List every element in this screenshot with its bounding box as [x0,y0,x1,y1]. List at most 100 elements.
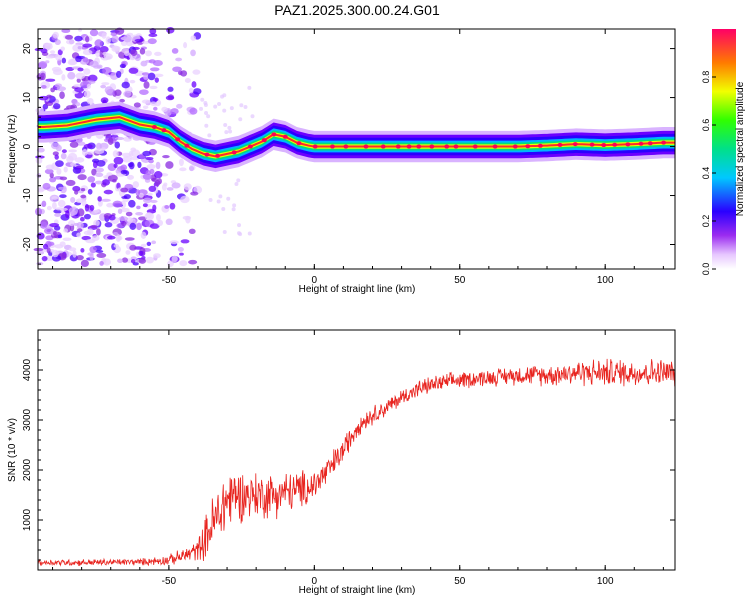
ridge-peak-dot [312,144,318,149]
ridge-peak-dot [512,144,518,149]
spectral-noise-blob [142,203,148,208]
ridge-peak-dot [161,128,167,133]
spectral-noise-blob [149,67,160,72]
spectral-noise-blob [96,252,107,258]
spectral-noise-blob [129,222,137,230]
x-tick-label: 0 [312,576,318,587]
ridge-peak-dot [444,144,450,149]
spectral-noise-blob [180,70,188,77]
spectral-noise-blob [63,228,69,233]
spectral-noise-blob [122,156,132,163]
spectral-noise-blob [145,50,152,57]
spectral-noise-blob [93,219,100,227]
spectral-noise-blob [200,97,205,102]
spectral-noise-blob [180,195,190,204]
spectral-noise-blob [49,223,60,228]
spectral-noise-blob [105,36,111,45]
spectral-noise-blob [73,222,80,226]
spectral-noise-blob [45,55,55,59]
spectral-noise-blob [149,27,157,35]
spectral-noise-blob [167,86,174,92]
spectral-noise-blob [104,222,113,228]
spectral-noise-blob [49,50,56,54]
spectral-noise-blob [229,106,234,111]
spectral-noise-blob [193,88,202,95]
spectral-noise-blob [135,211,144,216]
spectral-noise-blob [59,194,67,199]
spectral-noise-blob [199,106,204,111]
spectral-noise-blob [76,141,86,146]
spectral-noise-blob [100,84,107,89]
spectral-noise-blob [74,189,79,195]
spectral-noise-blob [120,187,129,193]
colorbar-label: Normalized spectral amplitude [735,81,746,216]
ridge-peak-dot [329,144,335,149]
spectral-noise-blob [34,207,43,216]
spectral-noise-blob [150,199,158,203]
spectral-noise-blob [128,67,139,74]
spectral-noise-blob [121,257,129,263]
spectral-noise-blob [57,199,66,208]
spectral-noise-blob [68,149,77,153]
spectral-noise-blob [54,83,62,88]
spectral-noise-blob [247,85,252,90]
spectral-noise-blob [54,154,59,160]
spectral-noise-blob [96,142,102,150]
ridge-peak-dot [416,144,422,149]
spectral-noise-blob [75,72,86,80]
spectral-noise-blob [204,123,209,128]
ridge-peak-dot [589,142,595,147]
spectral-noise-blob [226,196,231,201]
colorbar: 0.0 0.2 0.4 0.6 0.8 Normalized spectral ampl… [701,29,746,275]
spectral-noise-blob [83,68,91,75]
spectral-noise-blob [41,255,48,262]
spectral-noise-blob [130,256,137,260]
spectral-noise-blob [128,150,134,158]
colorbar-tick-label: 0.4 [701,167,711,180]
spectral-noise-blob [91,235,100,241]
spectral-noise-blob [217,101,222,106]
spectral-noise-blob [121,81,130,89]
spectral-noise-blob [149,85,158,90]
ridge-peak-dot [204,152,210,157]
spectral-noise-blob [238,232,243,237]
spectral-noise-blob [63,166,68,173]
spectral-noise-blob [44,168,54,175]
spectral-noise-blob [100,97,109,104]
spectral-noise-blob [97,196,102,202]
spectral-noise-blob [35,157,43,164]
spectral-noise-blob [111,35,119,43]
spectral-noise-blob [75,255,84,261]
spectrogram-x-label: Height of straight line (km) [299,284,416,295]
colorbar-tick-label: 0.8 [701,71,711,84]
ridge-peak-dot [247,144,253,149]
spectral-noise-blob [166,187,174,191]
spectral-noise-blob [143,74,149,80]
spectrogram-x-axis: -50 0 50 100 [52,29,664,286]
spectral-noise-blob [132,262,139,266]
spectral-noise-blob [124,50,130,57]
spectral-noise-blob [218,194,223,199]
spectral-noise-blob [162,155,170,159]
spectral-noise-blob [154,51,162,57]
spectral-noise-blob [146,163,156,170]
spectral-noise-blob [165,161,174,169]
spectral-noise-blob [36,147,45,153]
spectral-noise-blob [87,74,98,82]
spectral-noise-blob [234,182,239,187]
spectral-noise-blob [99,260,104,266]
snr-y-label: SNR (10 * v/v) [7,418,18,482]
spectral-noise-blob [43,42,53,46]
spectral-noise-blob [147,72,156,81]
spectral-noise-blob [52,31,59,39]
spectral-noise-blob [121,221,127,227]
spectral-noise-blob [46,247,51,254]
spectral-noise-blob [138,192,144,198]
spectral-noise-blob [53,103,61,110]
spectral-noise-blob [154,171,163,179]
y-tick-label: 1000 [22,508,33,531]
spectral-noise-blob [74,87,84,93]
spectral-noise-blob [51,66,62,72]
spectral-noise-blob [127,174,134,180]
spectral-noise-blob [238,117,243,122]
